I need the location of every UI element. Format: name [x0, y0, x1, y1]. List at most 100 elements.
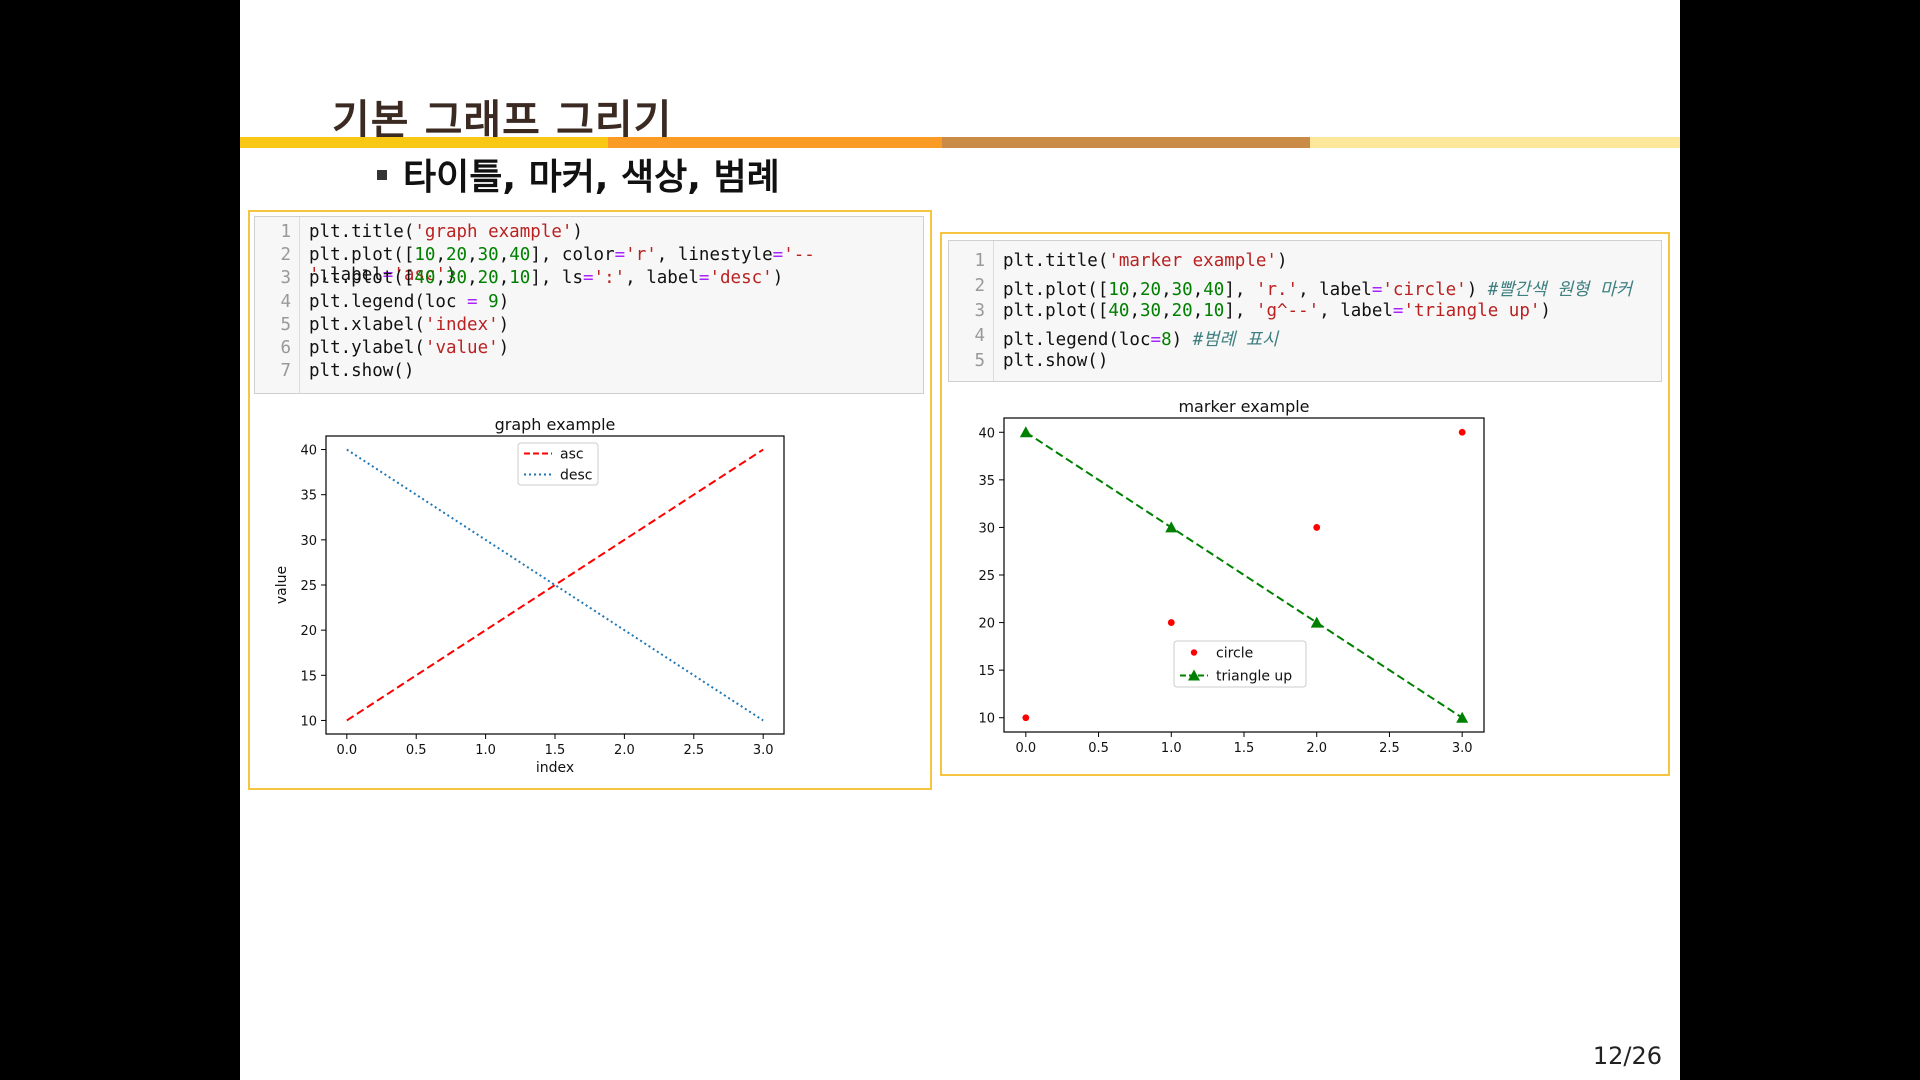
code-token: 8: [1161, 330, 1172, 350]
code-token: 40: [1203, 280, 1225, 300]
data-point: [1019, 426, 1032, 438]
chart-title: marker example: [1178, 397, 1309, 416]
code-token: ], color: [530, 245, 615, 266]
chart-title: graph example: [495, 415, 616, 434]
data-point: [1456, 711, 1469, 723]
y-tick-label: 20: [300, 624, 317, 639]
y-tick-label: 35: [978, 474, 995, 489]
code-token: 'r.': [1255, 280, 1299, 300]
data-point: [1310, 616, 1323, 628]
line-number: 4: [280, 291, 291, 312]
code-line: plt.plot([10,20,30,40], color='r', lines…: [309, 245, 923, 285]
code-token: ,: [1161, 280, 1172, 300]
y-tick-label: 10: [978, 712, 995, 727]
code-token: 20: [1139, 280, 1162, 300]
x-tick-label: 0.5: [1088, 741, 1109, 756]
line-number: 5: [280, 314, 291, 335]
code-token: plt.title(: [1003, 251, 1109, 271]
line-number: 2: [280, 245, 291, 266]
code-token: 30: [445, 268, 468, 289]
code-line: plt.legend(loc=8) #범례 표시: [1003, 326, 1278, 351]
code-token: =: [1150, 330, 1162, 350]
code-line: plt.title('marker example'): [1003, 251, 1287, 271]
x-tick-label: 1.0: [1161, 741, 1182, 756]
code-token: 9: [488, 291, 499, 312]
bullet-square-icon: [377, 170, 387, 180]
code-token: plt.legend(loc: [1003, 330, 1151, 350]
code-token: ,: [498, 245, 510, 266]
data-point: [1313, 524, 1321, 531]
code-token: ): [498, 338, 510, 358]
code-token: ,: [467, 245, 478, 266]
x-axis-label: index: [536, 760, 574, 776]
title-bar-segment-3: [942, 137, 1310, 148]
code-token: , label: [1298, 280, 1372, 300]
data-point: [1165, 521, 1178, 533]
x-tick-label: 2.5: [1379, 741, 1400, 756]
code-line: plt.show(): [309, 361, 414, 381]
code-token: ,: [435, 245, 446, 266]
code-token: ],: [1224, 280, 1256, 300]
code-line: plt.plot([40,30,20,10], 'g^--', label='t…: [1003, 301, 1551, 321]
code-token: plt.show(): [1003, 351, 1109, 371]
code-token: 10: [1203, 301, 1225, 321]
y-tick-label: 30: [300, 534, 317, 549]
code-token: ,: [498, 268, 510, 289]
legend-label: circle: [1216, 646, 1253, 662]
line-number: 6: [280, 338, 291, 358]
code-cell-1[interactable]: 1 plt.title('graph example') 2 plt.plot([10…: [254, 216, 924, 394]
title-bar-segment-2: [608, 137, 942, 148]
chart-graph-example: graph example 0.0 0.5 1.0 1.5 2.0 2.5 3.0 10 15 20…: [274, 415, 785, 776]
code-token: 'asc': [393, 265, 446, 286]
code-token: ): [498, 291, 510, 312]
bullet-item: 타이틀, 마커, 색상, 범례: [377, 148, 780, 200]
code-token: ): [572, 222, 583, 242]
x-tick-label: 3.0: [753, 743, 774, 758]
code-token: =: [772, 245, 784, 266]
code-token: 'triangle up': [1403, 301, 1541, 321]
code-token: ): [1276, 251, 1288, 271]
code-token: ,: [1192, 280, 1204, 300]
data-point: [1167, 619, 1175, 626]
code-token: plt.show(): [309, 361, 415, 382]
code-token: #빨간색 원형 마커: [1487, 280, 1633, 300]
x-tick-label: 3.0: [1452, 741, 1473, 756]
line-number: 4: [974, 326, 985, 346]
y-tick-label: 25: [978, 569, 995, 584]
x-tick-label: 1.5: [545, 743, 566, 758]
code-line: plt.legend(loc = 9): [309, 292, 509, 312]
code-token: ): [1171, 330, 1193, 350]
code-token: 'desc': [709, 268, 773, 289]
code-token: 40: [509, 245, 531, 266]
code-token: 20: [477, 268, 499, 289]
legend: circle triangle up: [1173, 640, 1307, 688]
code-token: plt.plot([: [309, 245, 415, 266]
code-token: ,: [467, 268, 478, 289]
code-token: , label: [625, 268, 699, 289]
code-token: plt.plot([: [309, 268, 415, 289]
code-line: plt.ylabel('value'): [309, 338, 509, 358]
legend-marker: [1188, 669, 1200, 681]
code-token: plt.ylabel(: [309, 338, 425, 358]
x-tick-label: 1.0: [475, 743, 496, 758]
code-token: [478, 292, 489, 312]
y-axis-label: value: [274, 566, 290, 604]
y-tick-label: 20: [978, 617, 995, 632]
code-token: 40: [414, 268, 436, 289]
code-token: 'circle': [1382, 280, 1467, 300]
code-token: =: [467, 291, 478, 312]
x-tick-label: 2.0: [1306, 741, 1327, 756]
example-panel-1: 1 plt.title('graph example') 2 plt.plot([10…: [248, 210, 932, 790]
code-token: ,: [1129, 301, 1140, 321]
line-number: 1: [280, 222, 291, 242]
code-token: , linestyle: [656, 245, 773, 266]
code-token: ,: [1192, 301, 1204, 321]
y-tick-label: 25: [300, 579, 317, 594]
code-token: ): [1466, 280, 1488, 300]
code-cell-2[interactable]: 1 plt.title('marker example') 2 plt.plot([1…: [948, 240, 1662, 382]
line-number: 3: [974, 301, 985, 321]
code-token: ], ls: [530, 268, 583, 289]
code-token: 20: [445, 245, 468, 266]
x-tick-label: 0.0: [336, 743, 357, 758]
y-tick-label: 35: [300, 489, 317, 504]
